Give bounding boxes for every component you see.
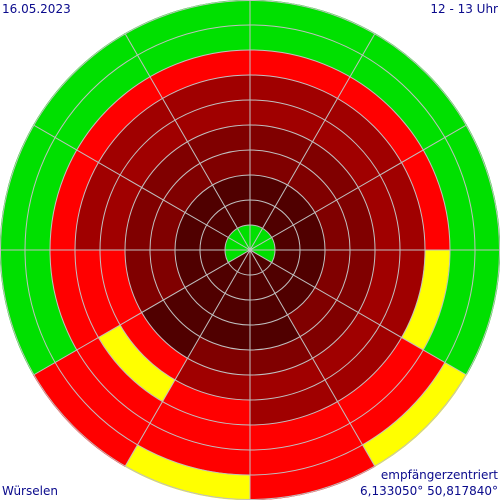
coordinates-label: 6,133050° 50,817840° xyxy=(360,484,498,498)
grid-spoke xyxy=(249,124,467,251)
grid-spoke xyxy=(249,249,376,467)
time-range-label: 12 - 13 Uhr xyxy=(430,2,498,16)
grid-spoke xyxy=(124,33,251,251)
grid-spoke xyxy=(124,249,251,467)
date-label: 16.05.2023 xyxy=(2,2,71,16)
mode-label: empfängerzentriert xyxy=(380,468,498,482)
grid-spoke xyxy=(249,249,467,376)
grid-spoke xyxy=(33,124,251,251)
grid-spoke xyxy=(249,33,376,251)
grid-spoke xyxy=(33,249,251,376)
location-label: Würselen xyxy=(2,484,58,498)
